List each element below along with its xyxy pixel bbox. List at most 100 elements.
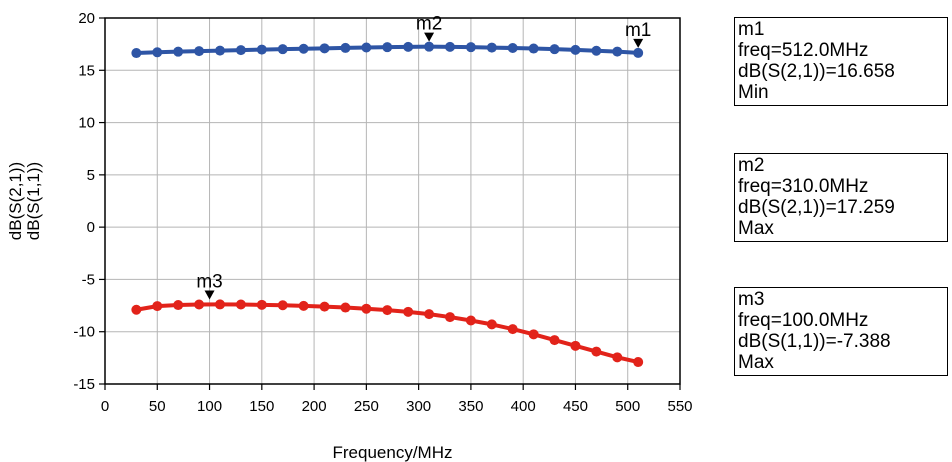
data-point (486, 319, 497, 330)
data-point (424, 41, 435, 52)
marker-triangle-m1 (633, 38, 644, 48)
x-axis-label: Frequency/MHz (333, 443, 453, 462)
marker-label-m3: m3 (196, 271, 222, 292)
x-tick-label: 200 (302, 398, 327, 415)
y-tick-label: -5 (82, 271, 95, 288)
data-point (486, 42, 497, 53)
data-point (403, 41, 414, 52)
x-tick-label: 500 (615, 398, 640, 415)
y-tick-label: 20 (78, 10, 95, 27)
data-point (445, 312, 455, 323)
data-point (528, 43, 539, 54)
marker-box-kind: Min (738, 82, 769, 103)
marker-box-name: m3 (738, 289, 765, 310)
x-tick-label: 450 (563, 398, 588, 415)
data-point (152, 301, 163, 312)
data-point (528, 329, 539, 340)
x-tick-label: 550 (667, 398, 692, 415)
x-tick-label: 150 (249, 398, 274, 415)
marker-box-kind: Max (738, 218, 774, 239)
data-point (131, 304, 142, 315)
data-point (507, 43, 518, 54)
data-point (591, 45, 602, 56)
marker-box-kind: Max (738, 352, 774, 373)
data-point (152, 47, 163, 58)
data-point (549, 44, 560, 55)
marker-triangle-m2 (424, 32, 435, 42)
marker-layer: m1 m2 m3 (196, 14, 651, 300)
data-point (235, 45, 246, 56)
series-s21 (131, 41, 644, 59)
y-tick-label: -10 (73, 324, 95, 341)
y-tick-label: 0 (87, 219, 95, 236)
plot-frame (104, 17, 681, 385)
data-point (424, 309, 435, 320)
data-point (340, 42, 351, 53)
marker-box-value: dB(S(1,1))=-7.388 (738, 331, 891, 352)
data-point (277, 44, 288, 55)
data-point (382, 42, 393, 53)
y-axis-label-s21: dB(S(2,1)) (6, 162, 25, 240)
y-axis-labels: dB(S(2,1)) dB(S(1,1)) (6, 162, 43, 240)
y-tick-label: 15 (78, 62, 95, 79)
data-point (215, 299, 225, 310)
y-tick-label: 5 (87, 167, 95, 184)
data-point (277, 300, 288, 311)
marker-box-m3[interactable]: m3 freq=100.0MHz dB(S(1,1))=-7.388 Max (734, 287, 948, 376)
data-point (465, 42, 476, 53)
data-point (319, 43, 330, 54)
data-point (507, 324, 518, 335)
x-tick-label: 400 (511, 398, 536, 415)
x-tick-label: 0 (101, 398, 109, 415)
data-point (361, 303, 372, 314)
data-point (194, 46, 205, 57)
data-point (256, 299, 267, 310)
data-point (131, 48, 142, 59)
marker-box-m2[interactable]: m2 freq=310.0MHz dB(S(2,1))=17.259 Max (734, 153, 948, 242)
data-point (340, 302, 351, 313)
data-point (445, 41, 455, 52)
data-point (591, 346, 602, 357)
series-s11 (131, 299, 644, 368)
data-point (403, 306, 414, 317)
marker-box-name: m1 (738, 19, 765, 40)
x-tick-label: 250 (354, 398, 379, 415)
data-point (465, 315, 476, 326)
y-axis-label-s11: dB(S(1,1)) (24, 162, 43, 240)
series-layer (131, 41, 644, 368)
data-point (361, 42, 372, 53)
marker-label-m2: m2 (416, 14, 442, 35)
data-point (298, 300, 309, 311)
data-point (194, 299, 205, 310)
data-point (633, 47, 644, 58)
y-tick-label: 10 (78, 115, 95, 132)
marker-triangle-m3 (204, 290, 215, 300)
marker-box-value: dB(S(2,1))=17.259 (738, 197, 895, 218)
data-point (549, 335, 560, 346)
marker-box-freq: freq=310.0MHz (738, 176, 869, 197)
data-point (382, 305, 393, 316)
y-tick-label: -15 (73, 376, 95, 393)
x-tick-label: 350 (458, 398, 483, 415)
data-point (570, 340, 581, 351)
data-point (173, 300, 184, 311)
data-point (612, 352, 623, 363)
data-point (319, 301, 330, 312)
data-point (612, 46, 623, 57)
marker-label-m1: m1 (625, 20, 651, 41)
marker-box-m1[interactable]: m1 freq=512.0MHz dB(S(2,1))=16.658 Min (734, 17, 948, 106)
marker-box-value: dB(S(2,1))=16.658 (738, 61, 895, 82)
marker-box-name: m2 (738, 155, 765, 176)
data-point (633, 357, 644, 368)
data-point (570, 44, 581, 55)
x-tick-label: 50 (149, 398, 166, 415)
data-point (235, 299, 246, 310)
marker-box-freq: freq=100.0MHz (738, 310, 869, 331)
grid (104, 17, 681, 385)
data-point (215, 45, 225, 56)
data-point (173, 46, 184, 57)
data-point (256, 44, 267, 55)
x-tick-label: 100 (197, 398, 222, 415)
